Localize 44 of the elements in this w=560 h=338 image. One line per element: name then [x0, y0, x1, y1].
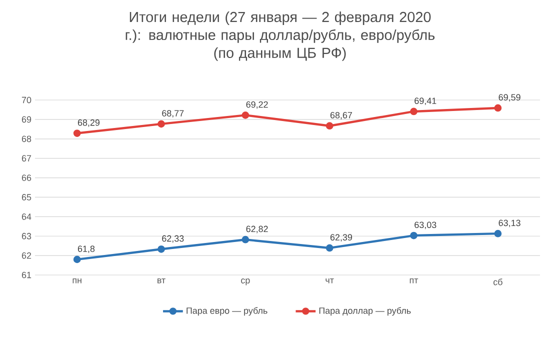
point: [242, 236, 250, 244]
x-tick-label: ср: [241, 278, 250, 286]
x-tick-label: пт: [410, 278, 418, 284]
point: [242, 111, 250, 119]
x-tick-label: вт: [158, 278, 166, 284]
y-tick-label: 63: [22, 232, 32, 240]
point: [158, 120, 165, 128]
point: [326, 244, 334, 252]
data-label: 63,03: [414, 222, 436, 230]
point: [158, 245, 165, 253]
point: [410, 108, 418, 116]
point: [494, 230, 502, 238]
data-label: 69,22: [246, 101, 268, 109]
y-tick-label: 66: [22, 174, 32, 181]
y-tick-label: 61: [22, 272, 32, 278]
data-label: 68,77: [162, 110, 184, 118]
x-tick-label: чт: [326, 278, 334, 284]
y-tick-label: 68: [22, 136, 32, 142]
point: [410, 232, 418, 240]
point: [494, 104, 502, 112]
data-label: 62,39: [330, 234, 352, 242]
y-tick-label: 62: [22, 252, 32, 259]
point: [326, 122, 334, 130]
x-tick-label: сб: [493, 278, 502, 286]
y-tick-label: 64: [22, 213, 32, 220]
point: [73, 256, 81, 264]
data-label: 69,41: [414, 98, 436, 106]
legend-label: Пара евро — рубль: [186, 307, 268, 316]
point: [73, 130, 81, 137]
legend-label: Пара доллар — рубль: [319, 307, 411, 316]
data-label: 68,29: [78, 119, 100, 127]
data-label: 62,33: [162, 235, 184, 243]
x-tick-label: пн: [72, 278, 82, 284]
y-tick-label: 69: [22, 116, 32, 123]
y-tick-label: 67: [22, 155, 32, 162]
chart-subtitle: (по данным ЦБ РФ): [214, 47, 346, 61]
chart-title: Итоги недели (27 января — 2 февраля 2020 г.): валютные пары доллар/рубль, евро/рубль: [126, 12, 435, 43]
data-label: 61,8: [78, 246, 95, 254]
data-label: 68,67: [330, 112, 352, 120]
data-label: 69,59: [498, 94, 520, 102]
y-tick-label: 70: [22, 96, 32, 104]
y-tick-label: 65: [22, 194, 32, 200]
data-label: 63,13: [498, 220, 520, 228]
data-label: 62,82: [246, 226, 268, 234]
